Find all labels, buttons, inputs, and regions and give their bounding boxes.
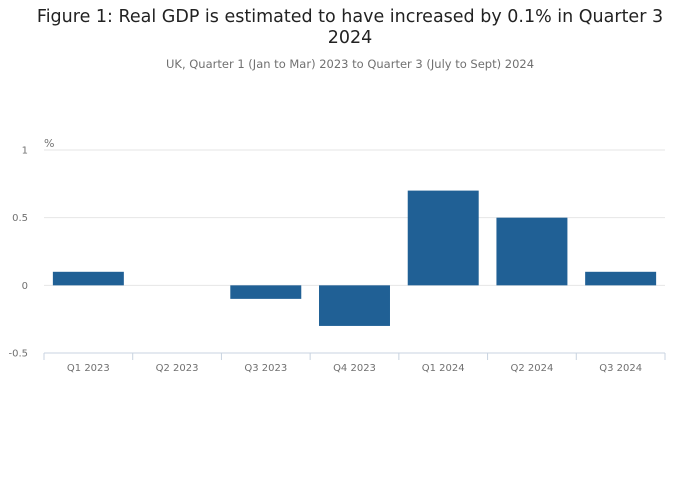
gridlines <box>44 149 665 286</box>
chart-title: Figure 1: Real GDP is estimated to have … <box>36 7 664 48</box>
x-tick-label: Q1 2023 <box>67 363 110 374</box>
x-tick-label: Q3 2023 <box>244 363 287 374</box>
x-tick-label: Q3 2024 <box>599 363 642 374</box>
x-tick-label: Q1 2024 <box>422 363 465 374</box>
y-axis-unit-label: % <box>44 137 54 150</box>
x-tick-label: Q2 2024 <box>510 363 553 374</box>
y-tick-label: 1 <box>22 146 28 157</box>
bar <box>496 217 568 286</box>
x-axis <box>43 352 666 360</box>
y-axis-tick-labels: -0.5 0 0.5 1 <box>8 146 28 360</box>
y-tick-label: 0.5 <box>12 213 28 224</box>
x-tick-label: Q4 2023 <box>333 363 376 374</box>
bar <box>230 285 302 299</box>
y-tick-label: -0.5 <box>8 349 28 360</box>
bar <box>52 271 124 286</box>
bar <box>319 285 390 326</box>
bar <box>585 271 657 286</box>
y-tick-label: 0 <box>22 281 28 292</box>
x-tick-label: Q2 2023 <box>156 363 199 374</box>
chart-subtitle: UK, Quarter 1 (Jan to Mar) 2023 to Quart… <box>165 57 535 71</box>
x-axis-tick-labels: Q1 2023 Q2 2023 Q3 2023 Q4 2023 Q1 2024 Q2 20… <box>67 363 642 374</box>
bar <box>407 190 479 286</box>
bars <box>52 190 657 326</box>
